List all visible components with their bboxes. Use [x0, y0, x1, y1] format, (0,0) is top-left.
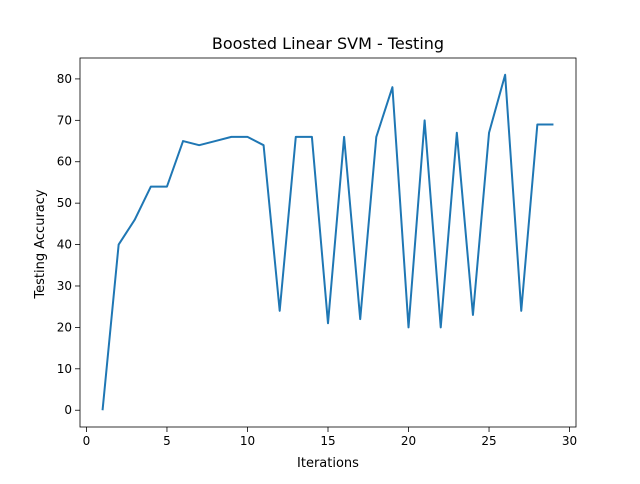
y-tick-label: 0	[64, 403, 72, 417]
y-tick-label: 50	[57, 196, 72, 210]
series-lines	[101, 73, 554, 411]
x-tick-label: 30	[562, 434, 577, 448]
y-tick-label: 30	[57, 279, 72, 293]
chart-title: Boosted Linear SVM - Testing	[212, 34, 444, 53]
y-tick-label: 10	[57, 362, 72, 376]
x-tick-label: 20	[401, 434, 416, 448]
y-axis-label: Testing Accuracy	[33, 189, 48, 299]
y-tick-label: 60	[57, 155, 72, 169]
series-line-0	[101, 73, 554, 411]
x-tick-label: 5	[163, 434, 171, 448]
x-tick-label: 25	[481, 434, 496, 448]
x-tick-label: 15	[320, 434, 335, 448]
x-axis-label: Iterations	[297, 456, 359, 471]
y-tick-label: 40	[57, 238, 72, 252]
x-axis-ticks: 0 5 10 15 20 25 30	[83, 427, 577, 448]
y-axis-ticks: 0 10 20 30 40 50 60 70 80	[57, 72, 80, 417]
x-tick-label: 0	[83, 434, 91, 448]
y-tick-label: 80	[57, 72, 72, 86]
y-tick-label: 20	[57, 320, 72, 334]
y-tick-label: 70	[57, 113, 72, 127]
x-tick-label: 10	[240, 434, 255, 448]
